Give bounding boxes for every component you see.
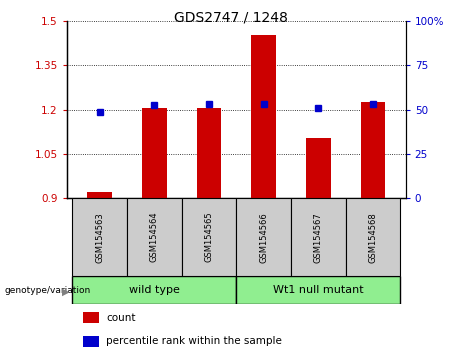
Text: genotype/variation: genotype/variation xyxy=(5,286,91,295)
Text: GDS2747 / 1248: GDS2747 / 1248 xyxy=(173,11,288,25)
Bar xyxy=(291,198,346,276)
Bar xyxy=(72,276,236,304)
Bar xyxy=(127,198,182,276)
Text: wild type: wild type xyxy=(129,285,180,295)
Bar xyxy=(346,198,400,276)
Text: GSM154566: GSM154566 xyxy=(259,212,268,263)
Bar xyxy=(306,138,331,198)
Bar xyxy=(87,192,112,198)
Bar xyxy=(83,336,99,347)
Text: count: count xyxy=(106,313,136,323)
Text: GSM154564: GSM154564 xyxy=(150,212,159,263)
Bar xyxy=(182,198,236,276)
Text: GSM154568: GSM154568 xyxy=(368,212,378,263)
Text: ▶: ▶ xyxy=(62,287,70,297)
Bar xyxy=(251,34,276,198)
Bar xyxy=(236,276,400,304)
Bar xyxy=(83,312,99,323)
Text: GSM154567: GSM154567 xyxy=(314,212,323,263)
Bar xyxy=(197,108,221,198)
Text: percentile rank within the sample: percentile rank within the sample xyxy=(106,336,282,346)
Bar xyxy=(361,102,385,198)
Text: GSM154565: GSM154565 xyxy=(204,212,213,263)
Text: Wt1 null mutant: Wt1 null mutant xyxy=(273,285,364,295)
Text: GSM154563: GSM154563 xyxy=(95,212,104,263)
Bar xyxy=(72,198,127,276)
Bar xyxy=(236,198,291,276)
Bar xyxy=(142,108,166,198)
